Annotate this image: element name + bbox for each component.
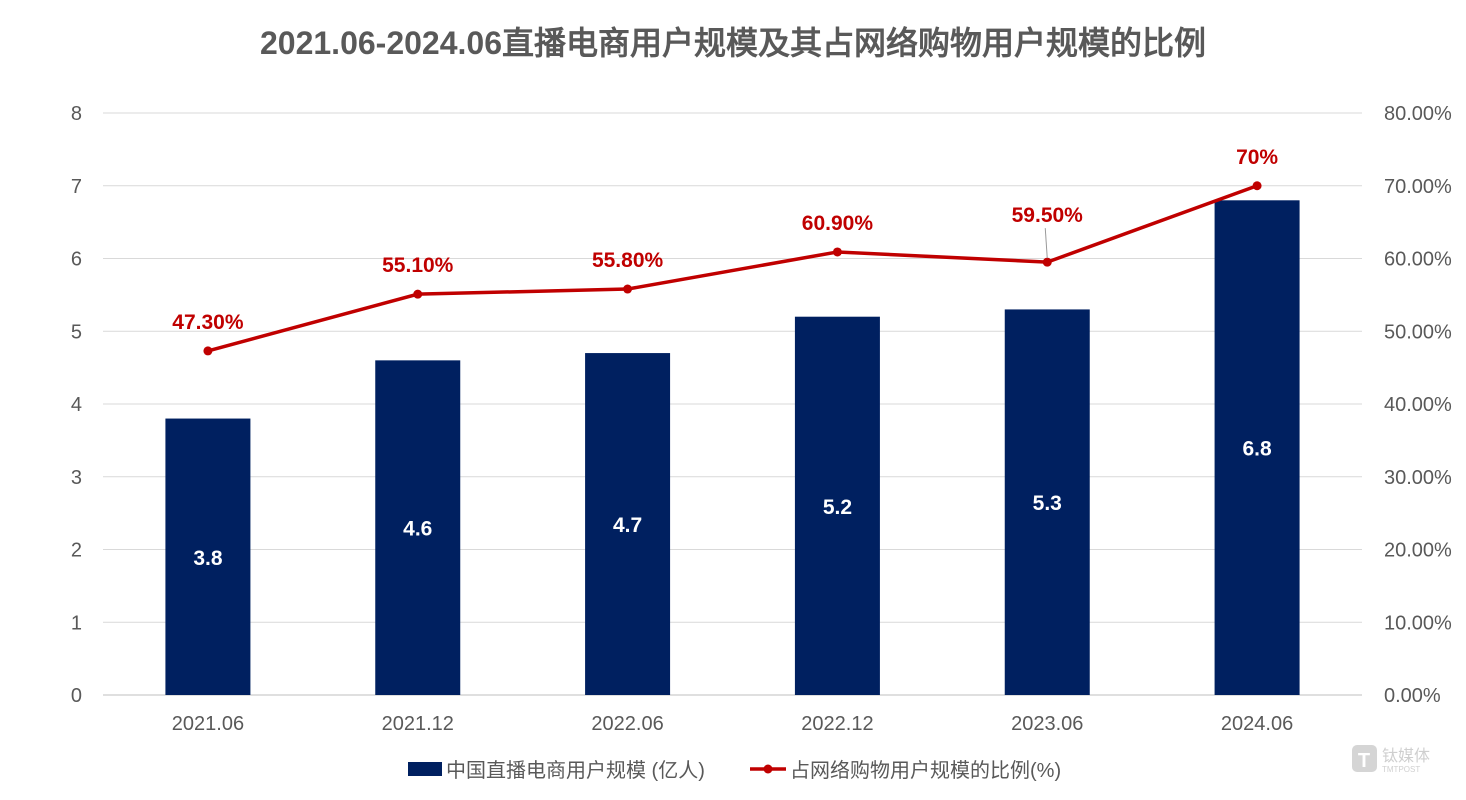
y-left-tick: 1 [71, 612, 82, 634]
y-right-tick: 60.00% [1384, 249, 1452, 271]
y-right-tick: 40.00% [1384, 394, 1452, 416]
watermark-subtext: TMTPOST [1382, 765, 1420, 774]
y-right-tick: 20.00% [1384, 540, 1452, 562]
watermark-logo: T 钛媒体 TMTPOST [1352, 745, 1430, 774]
line-point [832, 247, 842, 257]
x-tick: 2024.06 [1221, 713, 1293, 735]
bar [794, 316, 880, 695]
bar-label: 4.6 [403, 518, 432, 541]
legend-bar-swatch [408, 762, 442, 776]
y-left-tick: 2 [71, 540, 82, 562]
line-series [207, 184, 1258, 353]
line-label: 70% [1236, 146, 1278, 169]
y-right-tick: 70.00% [1384, 176, 1452, 198]
line-label: 59.50% [1012, 204, 1084, 227]
legend-bar-label: 中国直播电商用户规模 (亿人) [446, 759, 705, 782]
bar-label: 3.8 [193, 547, 223, 570]
bar [375, 360, 461, 695]
y-right-tick: 50.00% [1384, 321, 1452, 343]
chart-title: 2021.06-2024.06直播电商用户规模及其占网络购物用户规模的比例 [260, 25, 1206, 61]
y-left-tick: 4 [71, 394, 82, 416]
line-point [413, 289, 423, 299]
line-label: 55.10% [382, 254, 454, 277]
y-right-tick: 80.00% [1384, 103, 1452, 125]
bar-label: 5.2 [823, 496, 852, 519]
line-label: 60.90% [802, 212, 874, 235]
svg-text:T: T [1358, 750, 1370, 772]
y-left-tick: 3 [71, 467, 82, 489]
bar [165, 418, 251, 695]
bar [1214, 200, 1300, 696]
watermark-text: 钛媒体 [1382, 747, 1430, 765]
x-tick: 2023.06 [1011, 713, 1083, 735]
bar-label: 4.7 [613, 514, 642, 537]
bar-label: 6.8 [1242, 438, 1272, 461]
bar [585, 353, 671, 695]
y-right-tick: 0.00% [1384, 685, 1441, 707]
line-point [203, 346, 213, 356]
line-point [623, 284, 633, 294]
legend-line-marker [763, 764, 773, 774]
y-right-tick: 30.00% [1384, 467, 1452, 489]
y-left-tick: 0 [71, 685, 82, 707]
legend-line-label: 占网络购物用户规模的比例(%) [790, 759, 1061, 782]
leader-line [1044, 228, 1048, 259]
x-tick: 2022.06 [591, 713, 663, 735]
line-label: 55.80% [592, 249, 664, 272]
bar [1004, 309, 1090, 695]
bar-label: 5.3 [1033, 492, 1062, 515]
line-point [1042, 257, 1052, 267]
y-left-tick: 5 [71, 321, 82, 343]
x-tick: 2021.12 [382, 713, 454, 735]
x-tick: 2021.06 [172, 713, 244, 735]
y-left-tick: 8 [71, 103, 82, 125]
x-tick: 2022.12 [801, 713, 873, 735]
y-right-tick: 10.00% [1384, 612, 1452, 634]
line-label: 47.30% [172, 311, 244, 334]
y-left-tick: 7 [71, 176, 82, 198]
line-point [1252, 181, 1262, 191]
y-left-tick: 6 [71, 249, 82, 271]
